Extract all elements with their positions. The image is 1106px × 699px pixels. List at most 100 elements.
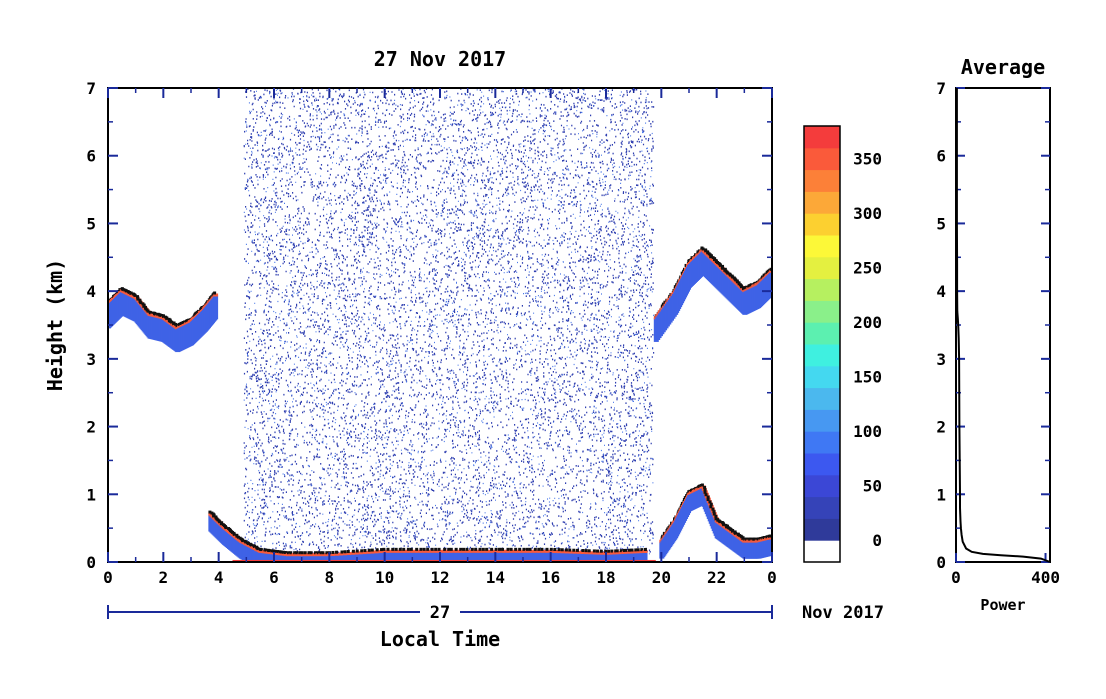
layer-dot [636, 548, 640, 552]
background-noise-light [243, 88, 654, 557]
colorbar-tick-label: 150 [853, 368, 882, 387]
layer-dot [212, 514, 216, 518]
layer-dot [293, 551, 297, 555]
layer-body [485, 551, 491, 562]
y-tick-label: 3 [86, 350, 96, 369]
layer-dot [688, 489, 692, 493]
layer-body [588, 553, 594, 562]
layer-peak [568, 550, 574, 554]
layer-dot [252, 544, 256, 548]
main-chart-title: 27 Nov 2017 [374, 47, 506, 71]
layer-peak [449, 549, 455, 553]
layer-dot [762, 535, 766, 539]
colorbar-tick-label: 50 [863, 477, 882, 496]
layer-body [769, 538, 772, 556]
layer-peak [469, 549, 475, 553]
layer-dot [537, 547, 541, 551]
layer-dot [224, 526, 228, 530]
layer-body [303, 555, 309, 562]
layer-peak [347, 552, 353, 556]
layer-dot [470, 547, 474, 551]
layer-dot [640, 548, 644, 552]
layer-peak [769, 269, 772, 273]
layer-dot [295, 551, 299, 555]
layer-peak [560, 550, 566, 554]
layer-dot [314, 551, 318, 555]
layer-body [306, 555, 312, 562]
layer-dot [449, 547, 453, 551]
layer-peak [556, 550, 562, 554]
layer-dot [628, 548, 632, 552]
layer-dot [592, 549, 596, 553]
layer-body [639, 552, 645, 562]
layer-dot [213, 291, 217, 295]
x-tick-label: 10 [375, 568, 394, 587]
x-tick-label: 22 [707, 568, 726, 587]
layer-body [469, 551, 475, 562]
layer-dot [286, 551, 290, 555]
layer-body [473, 551, 479, 562]
layer-body [505, 551, 511, 562]
layer-dot [249, 543, 253, 547]
layer-dot [154, 312, 158, 316]
layer-peak [438, 549, 443, 553]
y-tick-label: 5 [86, 214, 96, 233]
layer-body [592, 553, 598, 562]
layer-peak [584, 551, 590, 555]
layer-body [609, 553, 615, 562]
layer-dot [415, 547, 419, 551]
layer-peak [489, 549, 495, 553]
layer-body [394, 551, 400, 562]
layer-dot [714, 517, 718, 521]
layer-peak [453, 549, 459, 553]
layer-body [536, 551, 542, 562]
layer-dot [703, 485, 707, 489]
layer-peak [422, 549, 428, 553]
layer-dot [276, 550, 280, 554]
y-tick-label: 0 [86, 553, 96, 572]
layer-dot [162, 314, 166, 318]
layer-dot [575, 548, 579, 552]
layer-body [390, 551, 396, 562]
layer-peak [406, 549, 412, 553]
layer-dot [386, 547, 390, 551]
layer-dot [704, 493, 708, 497]
layer-dot [525, 547, 529, 551]
layer-peak [552, 549, 558, 553]
average-axis-ticks: 0 1 2 3 4 5 6 7 0 400 [936, 79, 1060, 587]
layer-peak [609, 551, 615, 555]
layer-peak [592, 551, 598, 555]
layer-peak [477, 549, 483, 553]
layer-dot [343, 550, 347, 554]
layer-dot [709, 505, 713, 509]
layer-peak [621, 551, 627, 555]
layer-body [600, 553, 606, 562]
layer-dot [391, 547, 395, 551]
x-tick-label: 0 [767, 568, 777, 587]
layer-dot [704, 249, 708, 253]
layer-peak [358, 551, 364, 555]
layer-dot [765, 535, 769, 539]
layer-dot [241, 539, 245, 543]
layer-peak [580, 551, 586, 555]
layer-peak [355, 551, 360, 555]
colorbar-swatch [804, 496, 840, 519]
layer-dot [528, 547, 532, 551]
layer-cloud-base-2-4km [108, 287, 219, 353]
date-month-label: Nov 2017 [802, 603, 884, 623]
layer-dot [182, 320, 186, 324]
layer-body [521, 551, 526, 562]
layer-dot [419, 547, 423, 551]
average-title: Average [961, 55, 1045, 79]
colorbar-swatch [804, 431, 840, 454]
date-label-bg [420, 603, 460, 621]
colorbar-tick-label: 100 [853, 422, 882, 441]
layer-dot [459, 547, 463, 551]
layer-dot [564, 548, 568, 552]
layer-peak [618, 551, 624, 555]
layer-dot [768, 534, 772, 538]
layer-body [285, 555, 291, 562]
layer-body [477, 551, 483, 562]
layer-dot [264, 548, 268, 552]
